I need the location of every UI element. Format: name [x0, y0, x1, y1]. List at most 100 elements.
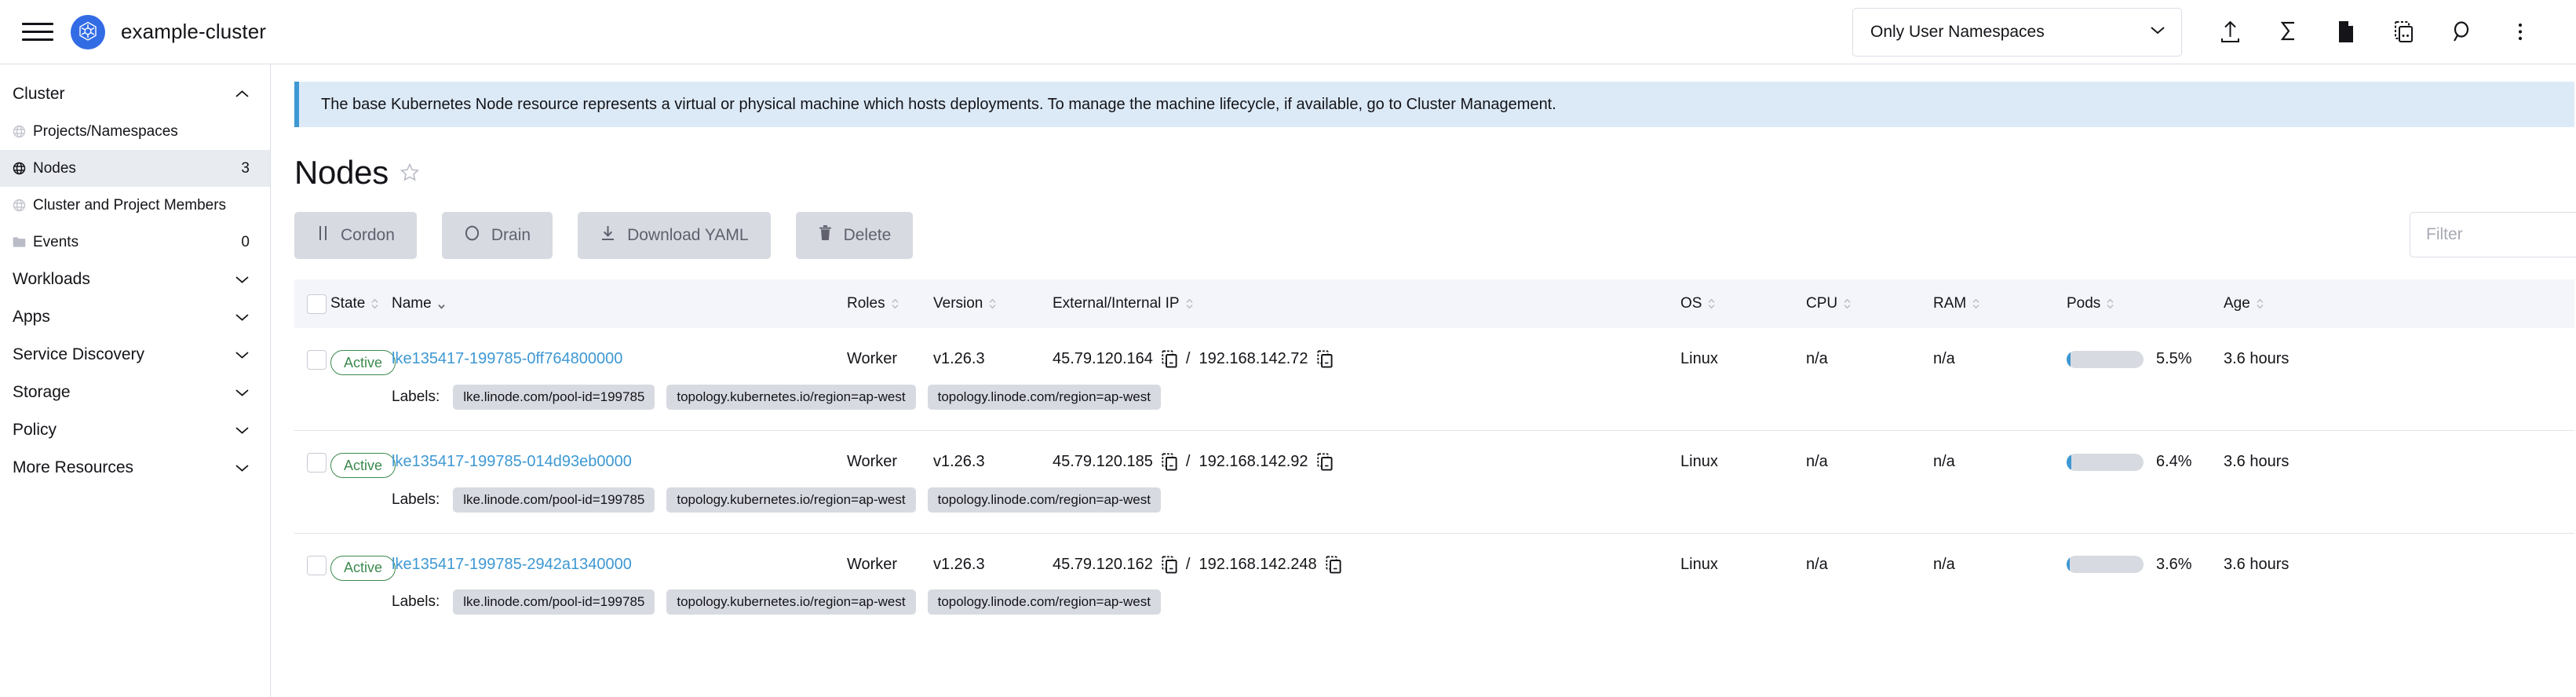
label-chip[interactable]: topology.linode.com/region=ap-west — [927, 589, 1161, 615]
column-header-version[interactable]: Version — [933, 279, 1053, 328]
download-yaml-button[interactable]: Download YAML — [578, 212, 771, 259]
hamburger-icon[interactable] — [22, 20, 53, 44]
overflow-menu-icon[interactable] — [2491, 8, 2549, 57]
sidebar-group-apps[interactable]: Apps — [0, 298, 270, 336]
column-header-state[interactable]: State — [330, 279, 392, 328]
column-header-roles[interactable]: Roles — [847, 279, 933, 328]
sidebar-group-service-discovery[interactable]: Service Discovery — [0, 336, 270, 374]
column-header-cpu[interactable]: CPU — [1806, 279, 1933, 328]
labels-lead-text: Labels: — [392, 491, 440, 508]
sidebar-group-more-resources[interactable]: More Resources — [0, 449, 270, 487]
labels-cell: Labels: lke.linode.com/pool-id=199785 topo… — [392, 480, 2574, 533]
docs-icon[interactable] — [2317, 8, 2375, 57]
page-header: Nodes — [294, 154, 2576, 192]
table-row[interactable]: Active lke135417-199785-014d93eb0000 Worke… — [294, 431, 2574, 480]
column-header-label: Version — [933, 295, 983, 312]
cordon-button[interactable]: Cordon — [294, 212, 417, 259]
label-chip[interactable]: lke.linode.com/pool-id=199785 — [453, 487, 655, 513]
column-header-pods[interactable]: Pods — [2067, 279, 2224, 328]
sidebar-group-storage[interactable]: Storage — [0, 374, 270, 411]
ip-separator: / — [1185, 555, 1191, 573]
sort-icon — [2105, 297, 2115, 310]
label-chip[interactable]: topology.linode.com/region=ap-west — [927, 385, 1161, 410]
sidebar-group-policy[interactable]: Policy — [0, 411, 270, 449]
chevron-down-icon — [235, 270, 250, 289]
label-chip[interactable]: lke.linode.com/pool-id=199785 — [453, 589, 655, 615]
sort-icon — [370, 297, 380, 310]
sidebar-item-events[interactable]: Events 0 — [0, 224, 270, 261]
row-separator — [294, 430, 2574, 431]
sidebar-item-nodes[interactable]: Nodes 3 — [0, 150, 270, 187]
filter-input[interactable] — [2426, 225, 2574, 244]
cluster-name[interactable]: example-cluster — [121, 20, 267, 43]
select-all-checkbox[interactable] — [307, 294, 327, 314]
filter-input-wrapper[interactable] — [2410, 212, 2576, 257]
copy-icon[interactable] — [1162, 555, 1177, 574]
row-checkbox[interactable] — [307, 453, 327, 473]
row-select-cell — [294, 328, 330, 377]
copy-icon[interactable] — [1316, 350, 1333, 368]
label-chip[interactable]: topology.linode.com/region=ap-west — [927, 487, 1161, 513]
sidebar-item-cluster-and-project-members[interactable]: Cluster and Project Members — [0, 187, 270, 224]
column-header-age[interactable]: Age — [2224, 279, 2574, 328]
label-chip[interactable]: topology.kubernetes.io/region=ap-west — [666, 487, 916, 513]
row-select-cell — [294, 533, 330, 582]
sort-icon — [1184, 297, 1195, 310]
sidebar-group-workloads[interactable]: Workloads — [0, 261, 270, 298]
ip-separator: / — [1185, 350, 1191, 367]
row-ram-cell: n/a — [1933, 555, 1955, 573]
globe-icon — [13, 125, 33, 138]
column-header-ram[interactable]: RAM — [1933, 279, 2067, 328]
copy-icon[interactable] — [1326, 555, 1341, 574]
sort-icon — [1842, 297, 1852, 310]
sidebar-item-projects-namespaces[interactable]: Projects/Namespaces — [0, 113, 270, 150]
chevron-down-icon — [235, 458, 250, 477]
table-row[interactable]: Active lke135417-199785-0ff764800000 Worke… — [294, 328, 2574, 377]
copy-icon[interactable] — [1162, 350, 1177, 368]
delete-button[interactable]: Delete — [795, 212, 914, 259]
column-header-os[interactable]: OS — [1680, 279, 1806, 328]
download-yaml-button-label: Download YAML — [627, 226, 749, 244]
label-chip[interactable]: lke.linode.com/pool-id=199785 — [453, 385, 655, 410]
pods-usage-value: 5.5% — [2156, 350, 2192, 367]
cluster-dashboard-icon[interactable] — [2375, 8, 2433, 57]
node-name-link[interactable]: lke135417-199785-2942a1340000 — [392, 555, 632, 573]
copy-icon[interactable] — [1162, 453, 1177, 471]
sidebar-item-label: Projects/Namespaces — [33, 122, 178, 140]
search-icon[interactable] — [2433, 8, 2491, 57]
chevron-down-icon — [235, 308, 250, 327]
node-name-link[interactable]: lke135417-199785-0ff764800000 — [392, 350, 623, 367]
drain-button[interactable]: Drain — [441, 212, 553, 259]
labels-cell: Labels: lke.linode.com/pool-id=199785 topo… — [392, 582, 2574, 635]
label-chip[interactable]: topology.kubernetes.io/region=ap-west — [666, 385, 916, 410]
internal-ip-value: 192.168.142.248 — [1199, 555, 1317, 573]
pods-usage-value: 6.4% — [2156, 453, 2192, 470]
top-bar: example-cluster Only User Namespaces — [0, 0, 2576, 64]
row-state-cell: Active — [330, 431, 396, 480]
label-chip[interactable]: topology.kubernetes.io/region=ap-west — [666, 589, 916, 615]
table-row[interactable]: Active lke135417-199785-2942a1340000 Worke… — [294, 533, 2574, 582]
column-header-name[interactable]: Name — [392, 279, 847, 328]
main-content: The base Kubernetes Node resource repres… — [271, 64, 2576, 697]
row-name-cell: lke135417-199785-014d93eb0000 — [392, 431, 847, 480]
row-name-cell: lke135417-199785-0ff764800000 — [392, 328, 847, 377]
namespace-filter-dropdown[interactable]: Only User Namespaces — [1852, 7, 2182, 57]
row-checkbox[interactable] — [307, 350, 327, 370]
kubectl-shell-icon[interactable] — [2259, 8, 2317, 57]
row-checkbox[interactable] — [307, 555, 327, 575]
circle-icon — [464, 224, 480, 246]
import-yaml-icon[interactable] — [2201, 8, 2259, 57]
column-header-label: Pods — [2067, 295, 2101, 312]
node-name-link[interactable]: lke135417-199785-014d93eb0000 — [392, 453, 632, 470]
star-outline-icon[interactable] — [400, 162, 420, 183]
table-row-labels: Labels: lke.linode.com/pool-id=199785 topo… — [294, 377, 2574, 430]
row-state-cell: Active — [330, 533, 396, 582]
drain-button-label: Drain — [491, 226, 531, 244]
sidebar: Cluster Projects/Namespaces — [0, 64, 271, 697]
labels-cell: Labels: lke.linode.com/pool-id=199785 topo… — [392, 377, 2574, 430]
copy-icon[interactable] — [1316, 453, 1333, 471]
sort-icon — [890, 297, 900, 310]
column-header-ip[interactable]: External/Internal IP — [1053, 279, 1680, 328]
sidebar-group-cluster[interactable]: Cluster — [0, 75, 270, 113]
select-all-header — [294, 279, 330, 328]
